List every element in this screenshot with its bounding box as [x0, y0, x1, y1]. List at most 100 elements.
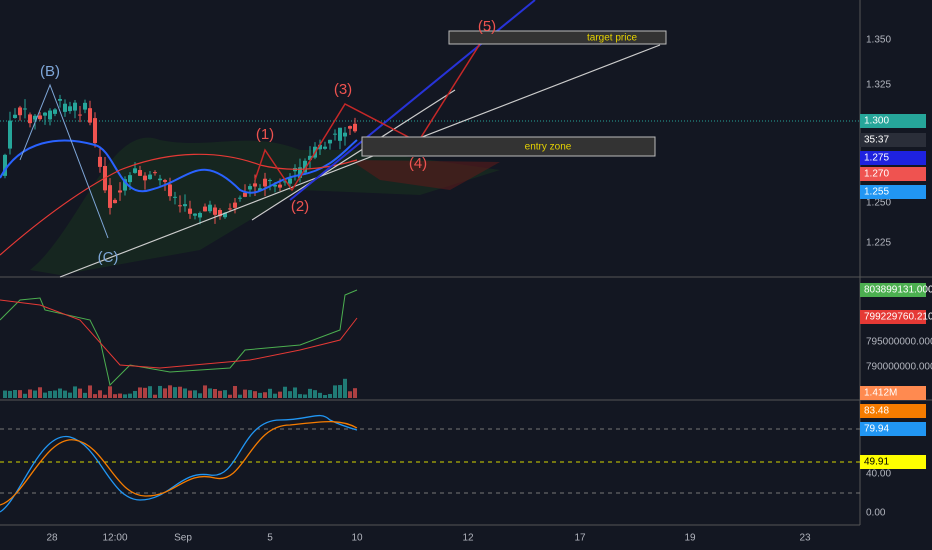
volume-bar — [213, 389, 217, 398]
entry-box — [361, 136, 656, 157]
volume-bar — [178, 386, 182, 398]
price-badge-text: 1.255 — [864, 187, 889, 198]
candle-body — [338, 127, 342, 141]
volume-bar — [168, 385, 172, 398]
candle-body — [58, 99, 62, 101]
time-label: 17 — [574, 533, 586, 544]
candle-body — [348, 126, 352, 129]
candle-body — [303, 160, 307, 173]
price-badge — [860, 386, 926, 400]
volume-bar — [298, 394, 302, 398]
price-badge-text: 49.91 — [864, 457, 889, 468]
trend-line — [59, 44, 661, 278]
volume-bar — [73, 386, 77, 398]
volume-bar — [153, 394, 157, 398]
volume-bar — [108, 386, 112, 398]
volume-bar — [133, 390, 137, 398]
volume-bar — [173, 387, 177, 398]
price-badge — [860, 114, 926, 128]
volume-bar — [193, 390, 197, 398]
candle-body — [88, 108, 92, 123]
candle-body — [353, 123, 357, 132]
candle-body — [13, 114, 17, 118]
volume-bar — [48, 390, 52, 398]
volume-bar — [218, 390, 222, 398]
volume-bar — [93, 394, 97, 398]
volume-bar — [273, 393, 277, 398]
volume-bar — [348, 391, 352, 398]
volume-bar — [163, 388, 167, 398]
price-badge-text: 1.300 — [864, 116, 889, 127]
volume-bar — [38, 387, 42, 398]
candle-body — [148, 174, 152, 180]
candle-body — [33, 115, 37, 120]
volume-bar — [343, 378, 347, 398]
entry-label: entry zone — [525, 142, 572, 153]
time-label: Sep — [174, 533, 192, 544]
candle-body — [178, 205, 182, 207]
volume-bar — [58, 388, 62, 398]
candle-body — [298, 167, 302, 178]
volume-bar — [268, 388, 272, 398]
wave-label: (C) — [98, 249, 119, 266]
volume-bar — [8, 390, 12, 398]
volume-ma-green — [0, 289, 358, 386]
volume-bar — [83, 392, 87, 398]
candle-body — [343, 132, 347, 137]
candle-body — [223, 212, 227, 218]
axis-label: 1.325 — [866, 80, 891, 91]
volume-bar — [303, 394, 307, 398]
volume-bar — [238, 394, 242, 398]
time-label: 12:00 — [102, 533, 127, 544]
wave-label: (5) — [478, 18, 496, 35]
volume-bar — [253, 391, 257, 398]
price-badge — [860, 404, 926, 418]
candle-body — [243, 192, 247, 197]
volume-bar — [328, 394, 332, 398]
candle-body — [323, 146, 327, 149]
candle-body — [98, 156, 102, 167]
time-label: 23 — [799, 533, 811, 544]
time-label: 28 — [46, 533, 58, 544]
volume-bar — [98, 390, 102, 398]
candle-body — [43, 112, 47, 116]
volume-bar — [138, 387, 142, 398]
axis-label: 790000000.000 — [866, 362, 932, 373]
price-badge — [860, 283, 926, 297]
price-badge — [860, 310, 926, 324]
candle-body — [118, 190, 122, 193]
axis-label: 0.00 — [866, 508, 886, 519]
candle-body — [233, 202, 237, 208]
stoch-k — [0, 414, 358, 513]
volume-bar — [53, 390, 57, 398]
volume-bar — [203, 385, 207, 398]
volume-bar — [183, 388, 187, 398]
volume-bar — [3, 390, 7, 398]
candle-body — [258, 188, 262, 191]
candle-body — [173, 196, 177, 198]
volume-bar — [198, 393, 202, 398]
price-badge — [860, 151, 926, 165]
price-badge-text: 79.94 — [864, 424, 889, 435]
axis-label: 40.00 — [866, 469, 891, 480]
volume-bar — [13, 390, 17, 398]
volume-bar — [148, 386, 152, 398]
axis-label: 795000000.000 — [866, 337, 932, 348]
volume-bar — [263, 392, 267, 398]
candle-body — [53, 109, 57, 114]
price-badge-text: 799229760.210 — [864, 312, 932, 323]
volume-bar — [18, 390, 22, 398]
volume-bar — [288, 391, 292, 398]
candle-body — [268, 180, 272, 182]
candle-body — [253, 183, 257, 187]
ma-red — [0, 153, 358, 256]
volume-ma-red — [0, 299, 358, 369]
candle-body — [48, 110, 52, 120]
candle-body — [18, 107, 22, 116]
candle-body — [273, 184, 277, 187]
candle-body — [158, 178, 162, 181]
candle-body — [83, 102, 87, 110]
volume-bar — [323, 394, 327, 398]
volume-bar — [143, 387, 147, 398]
candle-body — [198, 212, 202, 218]
